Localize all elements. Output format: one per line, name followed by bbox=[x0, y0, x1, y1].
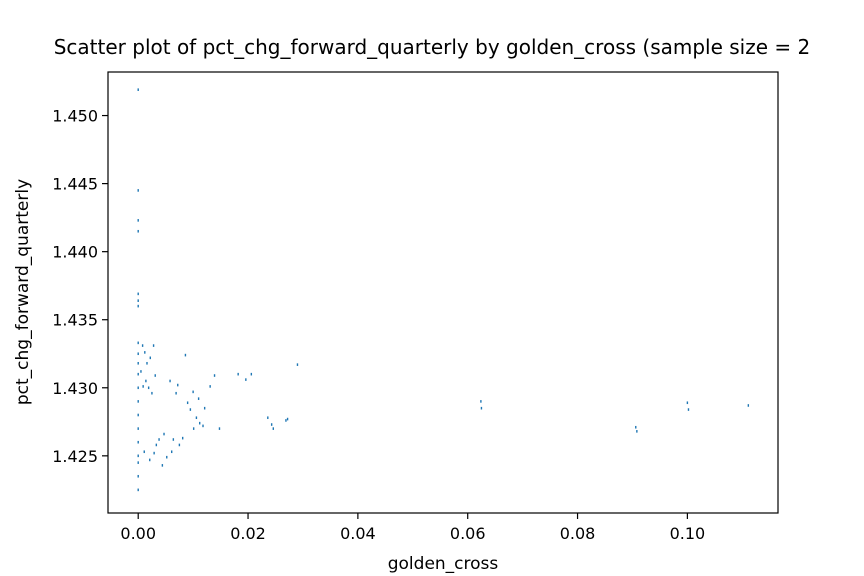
y-tick-label: 1.450 bbox=[52, 107, 98, 126]
data-point bbox=[149, 458, 151, 462]
data-point bbox=[747, 404, 750, 407]
data-point bbox=[189, 408, 192, 411]
data-point bbox=[192, 390, 194, 394]
data-point bbox=[158, 438, 160, 441]
data-point bbox=[137, 386, 139, 390]
data-point bbox=[137, 219, 139, 222]
data-point bbox=[286, 417, 289, 421]
data-point bbox=[146, 361, 148, 365]
data-point bbox=[184, 353, 187, 357]
y-tick-label: 1.435 bbox=[52, 311, 98, 330]
data-point bbox=[137, 361, 139, 365]
data-point bbox=[199, 421, 201, 425]
data-point bbox=[137, 440, 139, 444]
data-point bbox=[245, 378, 247, 381]
x-axis-label: golden_cross bbox=[388, 554, 499, 574]
data-point bbox=[155, 443, 158, 447]
data-point bbox=[250, 372, 253, 376]
x-tick-label: 0.10 bbox=[670, 524, 706, 543]
data-point bbox=[137, 299, 139, 302]
data-point bbox=[209, 385, 211, 388]
data-point bbox=[137, 461, 139, 464]
y-tick-label: 1.430 bbox=[52, 379, 98, 398]
data-point bbox=[237, 372, 239, 376]
data-point bbox=[143, 450, 145, 454]
data-point bbox=[140, 370, 142, 373]
data-point bbox=[181, 436, 184, 440]
y-tick-label: 1.445 bbox=[52, 175, 98, 194]
data-point bbox=[213, 374, 216, 377]
data-point bbox=[141, 344, 144, 347]
data-point bbox=[195, 416, 198, 420]
data-point bbox=[137, 341, 139, 345]
data-point bbox=[178, 443, 181, 447]
data-point bbox=[161, 464, 164, 467]
data-point bbox=[203, 406, 206, 410]
data-point bbox=[163, 432, 165, 436]
data-point bbox=[270, 423, 273, 426]
data-point bbox=[149, 356, 151, 360]
data-point bbox=[171, 450, 173, 454]
x-axis: 0.00 0.02 0.04 0.06 0.08 0.10 bbox=[120, 513, 705, 543]
data-point bbox=[137, 400, 139, 403]
y-tick-label: 1.440 bbox=[52, 243, 98, 262]
x-tick-label: 0.00 bbox=[120, 524, 156, 543]
data-point bbox=[296, 363, 299, 366]
points-layer bbox=[137, 88, 750, 492]
data-point bbox=[147, 386, 150, 390]
data-point bbox=[186, 401, 189, 405]
data-point bbox=[175, 391, 177, 395]
data-point bbox=[137, 88, 139, 91]
chart-title: Scatter plot of pct_chg_forward_quarterl… bbox=[54, 35, 811, 59]
data-point bbox=[197, 397, 200, 400]
data-point bbox=[137, 189, 139, 192]
data-point bbox=[137, 413, 139, 417]
data-point bbox=[137, 352, 139, 356]
data-point bbox=[154, 374, 156, 377]
data-point bbox=[142, 385, 144, 388]
data-point bbox=[144, 351, 146, 354]
data-point bbox=[169, 379, 171, 383]
data-point bbox=[137, 229, 139, 233]
data-point bbox=[480, 400, 482, 403]
data-point bbox=[285, 419, 287, 422]
data-point bbox=[686, 401, 689, 405]
data-point bbox=[137, 454, 139, 458]
data-point bbox=[137, 488, 139, 492]
data-point bbox=[192, 427, 195, 430]
data-point bbox=[267, 416, 269, 420]
y-axis: 1.425 1.430 1.435 1.440 1.445 1.450 bbox=[52, 107, 108, 466]
data-point bbox=[177, 383, 179, 387]
x-tick-label: 0.08 bbox=[560, 524, 596, 543]
plot-frame bbox=[107, 71, 779, 514]
data-point bbox=[272, 427, 274, 430]
data-point bbox=[137, 427, 139, 430]
data-point bbox=[166, 455, 168, 459]
data-point bbox=[687, 408, 690, 411]
data-point bbox=[153, 451, 155, 455]
data-point bbox=[218, 427, 221, 430]
data-point bbox=[137, 292, 139, 296]
data-point bbox=[480, 406, 483, 410]
y-axis-label: pct_chg_forward_quarterly bbox=[13, 179, 33, 405]
data-point bbox=[137, 304, 139, 308]
data-point bbox=[145, 379, 147, 383]
data-point bbox=[137, 372, 139, 376]
data-point bbox=[152, 344, 155, 347]
data-point bbox=[151, 391, 153, 395]
y-tick-label: 1.425 bbox=[52, 447, 98, 466]
x-tick-label: 0.04 bbox=[340, 524, 376, 543]
data-point bbox=[636, 430, 638, 433]
data-point bbox=[202, 424, 204, 428]
data-point bbox=[635, 425, 637, 429]
data-point bbox=[137, 474, 139, 478]
x-tick-label: 0.06 bbox=[450, 524, 486, 543]
x-tick-label: 0.02 bbox=[230, 524, 266, 543]
data-point bbox=[172, 438, 175, 441]
